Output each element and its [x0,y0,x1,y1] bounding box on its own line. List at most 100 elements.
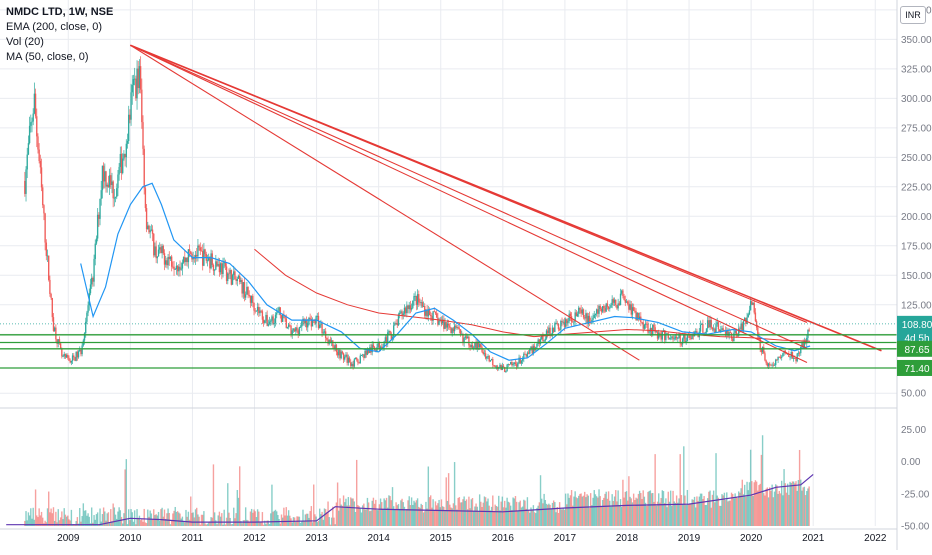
candle-body[interactable] [551,327,554,336]
candle-body[interactable] [527,352,530,354]
candle-body[interactable] [431,316,433,321]
candle-body[interactable] [444,322,446,329]
candle-body[interactable] [581,309,584,314]
candle-body[interactable] [395,323,397,324]
candle-body[interactable] [186,257,188,263]
bar-countdown-label[interactable]: 4d 5h [904,334,929,345]
candle-body[interactable] [482,351,484,355]
candle-body[interactable] [760,349,763,353]
candle-body[interactable] [585,313,587,319]
candle-body[interactable] [734,330,736,333]
candle-body[interactable] [807,329,809,338]
candle-body[interactable] [339,349,341,359]
candle-body[interactable] [209,258,211,269]
candle-body[interactable] [753,302,755,313]
candle-body[interactable] [244,294,247,298]
candle-body[interactable] [175,265,178,270]
candle-body[interactable] [435,313,438,318]
candle-body[interactable] [788,354,790,358]
candle-body[interactable] [87,305,89,313]
candle-body[interactable] [33,93,36,114]
candle-body[interactable] [525,354,527,357]
candle-body[interactable] [661,332,664,340]
candle-body[interactable] [204,249,206,254]
candle-body[interactable] [726,330,728,336]
candle-body[interactable] [71,355,74,361]
candle-body[interactable] [281,314,284,322]
candle-body[interactable] [118,166,120,175]
candle-body[interactable] [360,355,363,356]
candle-body[interactable] [196,254,198,257]
candle-body[interactable] [370,347,372,353]
candle-body[interactable] [81,345,83,355]
candle-body[interactable] [742,321,745,331]
candle-body[interactable] [782,353,784,357]
candle-body[interactable] [776,359,778,361]
candle-body[interactable] [272,316,274,324]
candle-body[interactable] [606,303,609,307]
candle-body[interactable] [518,357,520,363]
candle-body[interactable] [798,352,801,354]
candle-body[interactable] [86,312,88,322]
candle-body[interactable] [297,330,299,335]
candle-body[interactable] [292,329,295,331]
candle-body[interactable] [658,332,660,339]
candle-body[interactable] [234,271,236,280]
candle-body[interactable] [677,338,679,339]
candle-body[interactable] [361,354,364,356]
candle-body[interactable] [342,353,345,360]
candle-body[interactable] [712,328,715,330]
candle-body[interactable] [549,327,551,336]
candle-body[interactable] [95,238,98,244]
candle-body[interactable] [93,258,95,282]
candle-body[interactable] [172,266,174,268]
candle-body[interactable] [260,310,262,312]
candle-body[interactable] [161,245,163,254]
candle-body[interactable] [133,78,136,80]
candle-body[interactable] [443,319,445,329]
candle-body[interactable] [425,310,427,316]
candle-body[interactable] [593,315,595,318]
candle-body[interactable] [123,153,125,159]
candle-body[interactable] [346,354,348,363]
candle-body[interactable] [112,181,114,199]
candle-body[interactable] [394,323,396,326]
candle-body[interactable] [615,299,617,306]
candle-body[interactable] [796,353,798,362]
candle-body[interactable] [665,333,667,341]
candle-body[interactable] [27,143,30,155]
candle-body[interactable] [511,361,513,366]
candle-body[interactable] [524,353,526,355]
candle-body[interactable] [322,332,324,334]
candle-body[interactable] [765,360,767,364]
candle-body[interactable] [475,342,477,349]
candle-body[interactable] [502,365,505,368]
candle-body[interactable] [218,264,221,273]
candle-body[interactable] [671,336,673,338]
candle-body[interactable] [679,334,681,344]
candle-body[interactable] [357,359,359,363]
candle-body[interactable] [402,313,404,316]
candle-body[interactable] [418,294,420,303]
candle-body[interactable] [600,309,603,312]
candle-body[interactable] [495,366,498,368]
volume-ma-line[interactable] [6,473,814,526]
candle-body[interactable] [270,320,272,322]
candle-body[interactable] [453,325,456,332]
candle-body[interactable] [452,328,455,332]
candle-body[interactable] [695,331,697,333]
candle-body[interactable] [200,250,203,252]
candle-body[interactable] [455,325,457,328]
candle-body[interactable] [467,336,469,339]
candle-body[interactable] [116,188,118,197]
candle-body[interactable] [67,354,69,358]
candle-body[interactable] [557,323,560,330]
candle-body[interactable] [459,329,462,335]
candle-body[interactable] [57,339,59,344]
candle-body[interactable] [154,246,156,256]
candle-body[interactable] [295,327,297,332]
candle-body[interactable] [427,309,430,317]
candle-body[interactable] [611,299,613,306]
candle-body[interactable] [75,351,77,361]
candle-body[interactable] [450,327,452,334]
